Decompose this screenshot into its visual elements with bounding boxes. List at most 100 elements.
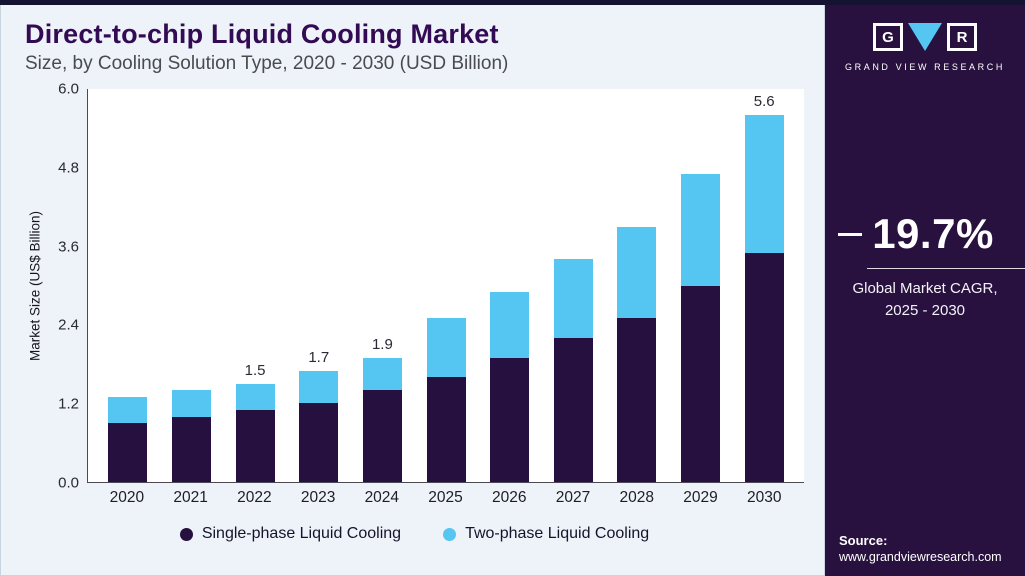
bar-segment-single-phase	[108, 423, 148, 482]
bar-segment-single-phase	[362, 390, 402, 482]
stacked-bar	[235, 383, 275, 482]
logo-glyphs: G R	[845, 23, 1005, 55]
bar-slot: 1.7	[287, 89, 351, 482]
legend-label: Single-phase Liquid Cooling	[201, 525, 402, 542]
stacked-bar	[108, 396, 148, 482]
bar-segment-two-phase	[681, 174, 721, 286]
bar-segment-single-phase	[171, 416, 211, 482]
y-tick-label: 6.0	[58, 80, 79, 98]
bar-value-label: 5.6	[753, 93, 775, 111]
brand-name: GRAND VIEW RESEARCH	[845, 62, 1005, 72]
legend-dot	[443, 527, 457, 541]
x-axis-label: 2020	[109, 489, 145, 506]
plot-area: 1.5 1.7 1.9 5.6	[87, 89, 804, 483]
legend-dot	[179, 527, 193, 541]
logo-letter-g: G	[872, 23, 903, 51]
bar-slot	[669, 89, 733, 482]
bar-value-label: 1.9	[371, 335, 393, 353]
x-axis-label: 2024	[364, 489, 400, 506]
bar-segment-two-phase	[235, 383, 275, 410]
cagr-row: 19.7%	[825, 210, 1025, 258]
sidebar: G R GRAND VIEW RESEARCH 19.7% Global Mar…	[825, 5, 1025, 576]
bar-segment-single-phase	[617, 318, 657, 482]
bar-segment-single-phase	[426, 377, 466, 482]
bar-slot	[605, 89, 669, 482]
legend-item: Two-phase Liquid Cooling	[443, 525, 649, 543]
bar-segment-single-phase	[553, 337, 593, 482]
bar-slot: 1.9	[351, 89, 415, 482]
source-url: www.grandviewresearch.com	[839, 550, 1002, 564]
stacked-bar-chart: Market Size (US$ Billion) 6.0 4.8 3.6 2.4 1.…	[25, 81, 804, 513]
bar-slot	[160, 89, 224, 482]
x-axis-label: 2025	[428, 489, 463, 506]
bar-segment-two-phase	[171, 390, 211, 417]
y-tick-label: 3.6	[58, 238, 79, 256]
cagr-label-line2: 2025 - 2030	[884, 301, 966, 319]
bar-slot	[414, 89, 478, 482]
bar-segment-single-phase	[744, 252, 784, 482]
source-label: Source:	[839, 533, 888, 548]
stacked-bar	[744, 115, 784, 482]
bar-segment-two-phase	[617, 226, 657, 319]
x-axis-label: 2028	[619, 489, 654, 506]
stacked-bar	[362, 357, 402, 482]
logo-letter-r: R	[946, 23, 977, 51]
bar-segment-single-phase	[299, 403, 339, 482]
bar-segment-two-phase	[744, 115, 784, 253]
bar-slot: 1.5	[223, 89, 287, 482]
y-axis-ticks: 6.0 4.8 3.6 2.4 1.2 0.0	[45, 81, 87, 492]
x-axis-label: 2026	[492, 489, 527, 506]
cagr-label: Global Market CAGR, 2025 - 2030	[825, 278, 1025, 322]
legend-item: Single-phase Liquid Cooling	[179, 525, 402, 543]
x-axis-label: 2030	[746, 489, 782, 506]
y-tick-label: 4.8	[58, 159, 79, 177]
bar-segment-single-phase	[490, 357, 530, 482]
page-subtitle: Size, by Cooling Solution Type, 2020 - 2…	[25, 53, 509, 74]
bar-slot: 5.6	[732, 89, 796, 482]
stacked-bar	[426, 318, 466, 482]
cagr-block: 19.7% Global Market CAGR, 2025 - 2030	[825, 210, 1025, 322]
x-axis-label: 2023	[300, 489, 336, 506]
y-tick-label: 0.0	[58, 474, 79, 492]
cagr-value: 19.7%	[872, 210, 994, 257]
bar-segment-two-phase	[299, 370, 339, 404]
x-axis-label: 2022	[237, 489, 272, 506]
logo-triangle-icon	[907, 23, 942, 51]
bar-segment-two-phase	[490, 292, 530, 358]
bar-slot	[96, 89, 160, 482]
bar-segment-two-phase	[426, 318, 466, 378]
bar-segment-single-phase	[235, 409, 275, 482]
dash-decoration	[838, 232, 863, 236]
stacked-bar	[681, 174, 721, 482]
stacked-bar	[617, 226, 657, 482]
plot-wrap: 1.5 1.7 1.9 5.6 2020 2021 2022 2023 2024 2025 202…	[87, 89, 804, 513]
bar-value-label: 1.7	[308, 348, 330, 366]
y-axis-title: Market Size (US$ Billion)	[27, 210, 43, 362]
x-axis-labels: 2020 2021 2022 2023 2024 2025 2026 2027 2028 2029…	[87, 483, 804, 513]
bar-segment-two-phase	[553, 259, 593, 338]
stacked-bar	[299, 370, 339, 482]
bar-segment-single-phase	[681, 285, 721, 482]
cagr-label-line1: Global Market CAGR,	[852, 280, 998, 297]
bar-slot	[478, 89, 542, 482]
stacked-bar	[553, 259, 593, 482]
page-title: Direct-to-chip Liquid Cooling Market	[25, 19, 499, 49]
source-block: Source: www.grandviewresearch.com	[825, 533, 1025, 576]
cagr-divider	[867, 268, 1025, 269]
bar-segment-two-phase	[362, 357, 402, 391]
x-axis-label: 2021	[173, 489, 208, 506]
chart-panel: Direct-to-chip Liquid Cooling Market Siz…	[0, 5, 825, 576]
stacked-bar	[490, 292, 530, 482]
bar-value-label: 1.5	[244, 361, 266, 379]
bar-slot	[541, 89, 605, 482]
y-tick-label: 1.2	[58, 395, 79, 413]
bar-segment-two-phase	[108, 396, 148, 424]
legend: Single-phase Liquid Cooling Two-phase Liq…	[25, 525, 804, 543]
legend-label: Two-phase Liquid Cooling	[465, 525, 650, 542]
x-axis-label: 2029	[683, 489, 718, 506]
x-axis-label: 2027	[555, 489, 591, 506]
y-tick-label: 2.4	[58, 316, 79, 334]
stacked-bar	[171, 390, 211, 482]
brand-logo: G R GRAND VIEW RESEARCH	[845, 23, 1005, 72]
